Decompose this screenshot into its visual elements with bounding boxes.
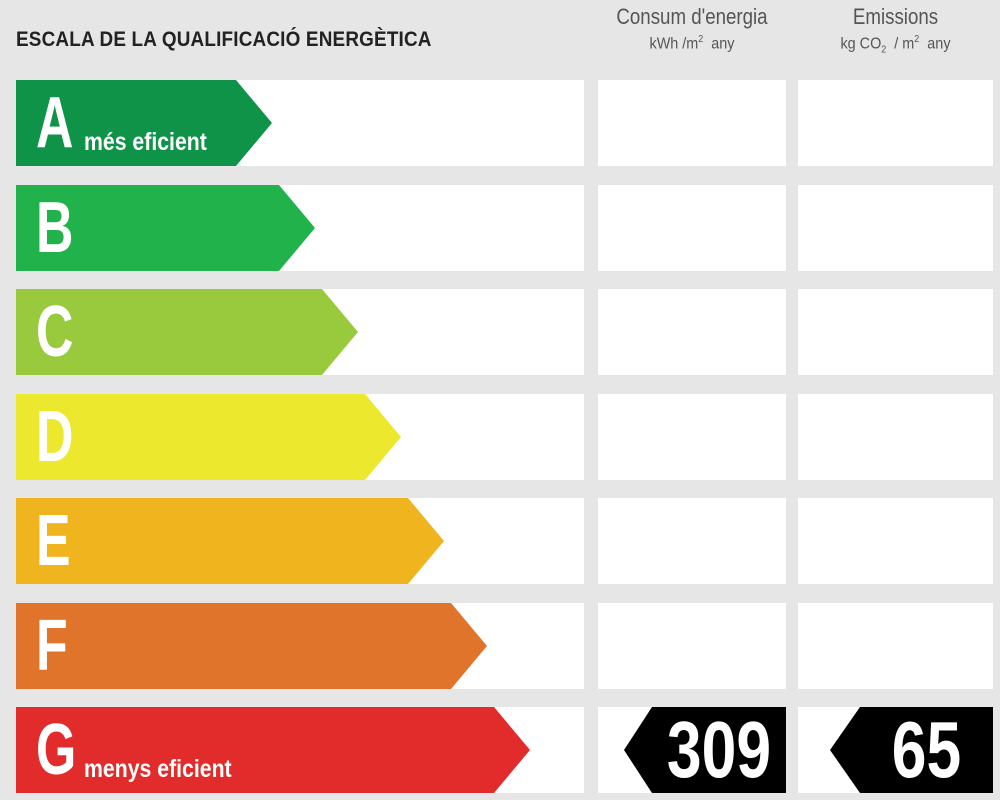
rating-letter-c: C — [36, 292, 74, 372]
energy-rating-badge: 309 — [624, 707, 786, 793]
energy-cell — [598, 603, 786, 689]
rating-letter-e: E — [36, 501, 71, 581]
rating-letter-a: A — [36, 83, 74, 163]
energy-cell — [598, 80, 786, 166]
rating-row-f: F — [0, 603, 1000, 689]
energy-column-title: Consum d'energia — [616, 4, 768, 29]
rating-letter-d: D — [36, 397, 74, 477]
emissions-rating-badge-value: 65 — [891, 705, 962, 794]
energy-cell — [598, 498, 786, 584]
rating-arrow-a — [16, 80, 272, 166]
rating-row-d: D — [0, 394, 1000, 480]
rating-letter-b: B — [36, 188, 74, 268]
emissions-cell — [798, 603, 993, 689]
rating-arrow-g — [16, 707, 530, 793]
energy-column-header: Consum d'energia kWh /m2 any — [598, 4, 786, 53]
rating-row-e: E — [0, 498, 1000, 584]
energy-cell — [598, 289, 786, 375]
energy-column-unit: kWh /m2 any — [649, 34, 735, 53]
rating-arrow-f — [16, 603, 487, 689]
emissions-column-title: Emissions — [852, 4, 939, 29]
rating-arrow-e — [16, 498, 444, 584]
energy-rating-badge-value: 309 — [666, 705, 772, 794]
emissions-cell — [798, 394, 993, 480]
emissions-cell — [798, 80, 993, 166]
page-title: ESCALA DE LA QUALIFICACIÓ ENERGÈTICA — [16, 28, 432, 51]
energy-cell — [598, 185, 786, 271]
rating-sublabel-a: més eficient — [84, 128, 207, 156]
rating-letter-g: G — [36, 710, 77, 790]
rating-row-c: C — [0, 289, 1000, 375]
emissions-rating-badge: 65 — [830, 707, 993, 793]
rating-arrow-d — [16, 394, 401, 480]
rating-arrow-b — [16, 185, 315, 271]
rating-arrow-c — [16, 289, 358, 375]
rating-sublabel-g: menys eficient — [84, 755, 232, 783]
emissions-column-unit: kg CO2 / m2 any — [840, 34, 951, 56]
emissions-column-header: Emissions kg CO2 / m2 any — [798, 4, 993, 56]
rating-row-b: B — [0, 185, 1000, 271]
rating-letter-f: F — [36, 606, 68, 686]
emissions-cell — [798, 289, 993, 375]
emissions-cell — [798, 185, 993, 271]
energy-cell — [598, 394, 786, 480]
emissions-cell — [798, 498, 993, 584]
